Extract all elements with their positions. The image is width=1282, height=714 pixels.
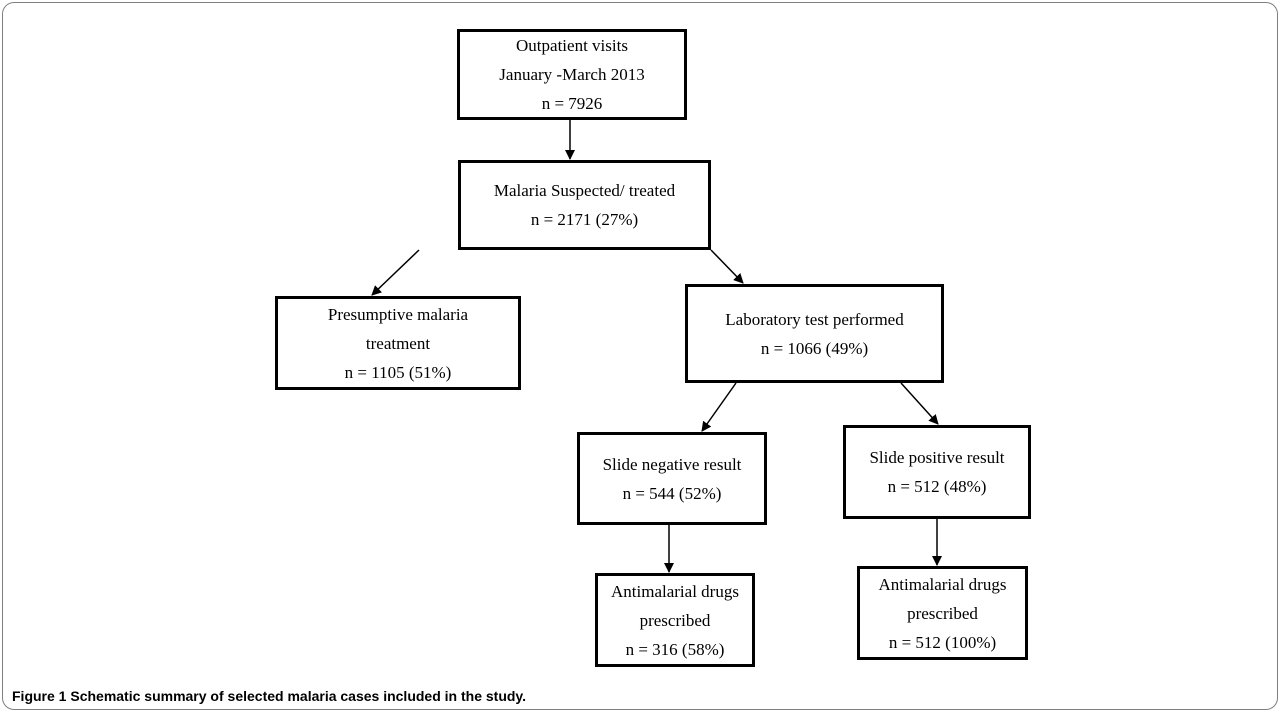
box-line: n = 544 (52%) [622, 483, 722, 503]
arrow-suspected-to-presumptive [371, 249, 420, 296]
box-line: n = 2171 (27%) [530, 210, 639, 229]
box-line: n = 512 (48%) [887, 477, 987, 496]
box-line: Presumptive malaria [327, 304, 469, 324]
box-line: n = 1066 (49%) [760, 338, 869, 358]
box-slide-positive: Slide positive result n = 512 (48%) [843, 425, 1031, 519]
caption-text: Schematic summary of selected malaria ca… [70, 688, 527, 704]
box-line: n = 1105 (51%) [344, 362, 452, 382]
figure-caption: Figure 1 Schematic summary of selected m… [12, 688, 526, 704]
box-line: Outpatient visits [516, 36, 628, 55]
arrow-lab-to-negative [701, 382, 737, 432]
box-negative-antimalarial-drugs: Antimalarial drugs prescribed n = 316 (5… [595, 573, 755, 667]
box-positive-antimalarial-drugs: Antimalarial drugs prescribed n = 512 (1… [857, 566, 1028, 660]
box-laboratory-test: Laboratory test performed n = 1066 (49%) [685, 284, 944, 383]
caption-label: Figure 1 [12, 688, 67, 704]
box-line: Slide positive result [869, 448, 1005, 467]
box-slide-negative: Slide negative result n = 544 (52%) [577, 432, 767, 525]
box-presumptive-treatment: Presumptive malaria treatment n = 1105 (… [275, 296, 521, 390]
box-outpatient-visits: Outpatient visits January -March 2013 n … [457, 29, 687, 120]
box-line: prescribed [639, 610, 711, 630]
box-line: Slide negative result [602, 454, 742, 474]
arrow-lab-to-positive [900, 382, 939, 425]
box-line: Malaria Suspected/ treated [493, 181, 676, 200]
box-line: n = 7926 [541, 94, 603, 113]
arrow-suspected-to-lab [710, 249, 744, 284]
box-line: Antimalarial drugs [611, 581, 739, 601]
box-line: January -March 2013 [499, 65, 645, 84]
box-line: Antimalarial drugs [878, 574, 1007, 594]
box-line: Laboratory test performed [725, 309, 904, 329]
box-line: treatment [365, 333, 431, 353]
box-line: n = 316 (58%) [625, 639, 725, 659]
box-malaria-suspected: Malaria Suspected/ treated n = 2171 (27%… [458, 160, 711, 250]
box-line: n = 512 (100%) [888, 632, 997, 652]
box-line: prescribed [907, 603, 978, 623]
